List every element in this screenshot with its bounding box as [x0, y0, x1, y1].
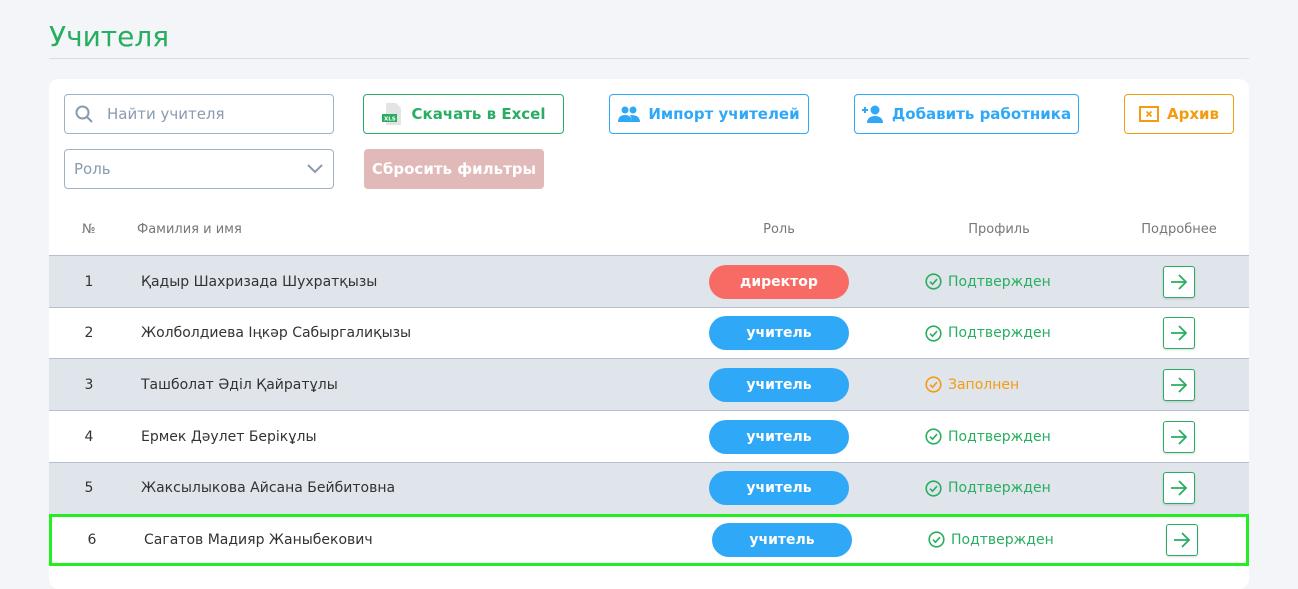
- details-button[interactable]: [1166, 523, 1198, 556]
- arrow-right-icon: [1171, 480, 1188, 496]
- details-button[interactable]: [1163, 368, 1195, 401]
- page-title: Учителя: [49, 20, 170, 53]
- role-badge: учитель: [709, 316, 849, 351]
- table-row: 3 Ташболат Әділ Қайратұлы учитель Заполн…: [49, 358, 1249, 411]
- header-profile: Профиль: [968, 222, 1030, 237]
- profile-status: Подтвержден: [925, 273, 1051, 290]
- check-circle-icon: [925, 325, 942, 342]
- arrow-right-icon: [1171, 428, 1188, 445]
- table-row: 1 Қадыр Шахризада Шухратқызы директор По…: [49, 255, 1249, 307]
- check-circle-icon: [928, 531, 945, 548]
- role-select[interactable]: Роль: [64, 149, 334, 189]
- role-badge: учитель: [709, 367, 849, 402]
- check-circle-icon: [925, 273, 942, 290]
- import-teachers-button[interactable]: Импорт учителей: [609, 94, 809, 134]
- import-teachers-label: Импорт учителей: [648, 105, 800, 123]
- download-excel-label: Скачать в Excel: [411, 105, 546, 123]
- profile-status: Подтвержден: [925, 480, 1051, 497]
- search-input[interactable]: Найти учителя: [64, 94, 334, 134]
- arrow-right-icon: [1171, 377, 1188, 393]
- reset-filters-button[interactable]: Сбросить фильтры: [364, 149, 544, 189]
- details-button[interactable]: [1163, 472, 1195, 505]
- header-name: Фамилия и имя: [137, 222, 242, 237]
- profile-status-label: Подтвержден: [948, 480, 1051, 497]
- profile-status: Подтвержден: [928, 531, 1054, 548]
- reset-filters-label: Сбросить фильтры: [371, 160, 537, 178]
- divider: [49, 58, 1249, 59]
- profile-status-label: Подтвержден: [951, 531, 1054, 548]
- add-employee-button[interactable]: Добавить работника: [854, 94, 1079, 134]
- teacher-name: Жолболдиева Іңкәр Сабыргалиқызы: [141, 325, 412, 342]
- check-circle-icon: [925, 428, 942, 445]
- teacher-name: Жаксылыкова Айсана Бейбитовна: [141, 480, 396, 497]
- profile-status-label: Заполнен: [948, 376, 1020, 393]
- search-icon: [75, 105, 93, 123]
- check-circle-icon: [925, 480, 942, 497]
- details-button[interactable]: [1163, 317, 1195, 350]
- arrow-right-icon: [1171, 273, 1188, 290]
- arrow-right-icon: [1171, 325, 1188, 341]
- row-number: 6: [87, 531, 97, 548]
- profile-status: Подтвержден: [925, 325, 1051, 342]
- users-icon: [618, 106, 641, 122]
- row-number: 2: [84, 325, 94, 342]
- add-user-icon: [861, 105, 883, 123]
- profile-status-label: Подтвержден: [948, 428, 1051, 445]
- archive-x-icon: [1138, 106, 1159, 122]
- teacher-name: Ермек Дәулет Берікұлы: [141, 428, 317, 445]
- teacher-name: Сагатов Мадияр Жаныбекович: [144, 531, 373, 548]
- row-number: 5: [84, 480, 94, 497]
- teacher-name: Ташболат Әділ Қайратұлы: [141, 376, 338, 393]
- table-row: 6 Сагатов Мадияр Жаныбекович учитель Под…: [49, 513, 1249, 566]
- header-details: Подробнее: [1141, 222, 1217, 237]
- excel-file-icon: XLS: [381, 103, 401, 125]
- table-row: 2 Жолболдиева Іңкәр Сабыргалиқызы учител…: [49, 306, 1249, 359]
- svg-text:XLS: XLS: [384, 117, 396, 123]
- role-badge: учитель: [712, 522, 852, 557]
- table-row: 4 Ермек Дәулет Берікұлы учитель Подтверж…: [49, 410, 1249, 462]
- download-excel-button[interactable]: XLS Скачать в Excel: [363, 94, 564, 134]
- profile-status-label: Подтвержден: [948, 325, 1051, 342]
- arrow-right-icon: [1174, 531, 1191, 548]
- search-placeholder: Найти учителя: [107, 105, 225, 123]
- teacher-name: Қадыр Шахризада Шухратқызы: [141, 273, 378, 290]
- details-button[interactable]: [1163, 265, 1195, 298]
- role-badge: учитель: [709, 419, 849, 454]
- role-badge: директор: [709, 264, 849, 299]
- add-employee-label: Добавить работника: [891, 105, 1072, 123]
- archive-label: Архив: [1166, 105, 1220, 123]
- profile-status: Подтвержден: [925, 428, 1051, 445]
- row-number: 1: [84, 273, 94, 290]
- details-button[interactable]: [1163, 420, 1195, 453]
- check-circle-icon: [925, 376, 942, 393]
- table-row: 5 Жаксылыкова Айсана Бейбитовна учитель …: [49, 461, 1249, 514]
- role-select-value: Роль: [74, 160, 111, 178]
- role-badge: учитель: [709, 471, 849, 506]
- archive-button[interactable]: Архив: [1124, 94, 1234, 134]
- profile-status-label: Подтвержден: [948, 273, 1051, 290]
- header-role: Роль: [763, 222, 795, 237]
- row-number: 3: [84, 376, 94, 393]
- header-number: №: [82, 222, 96, 237]
- row-number: 4: [84, 428, 94, 445]
- profile-status: Заполнен: [925, 376, 1019, 393]
- chevron-down-icon: [307, 164, 323, 174]
